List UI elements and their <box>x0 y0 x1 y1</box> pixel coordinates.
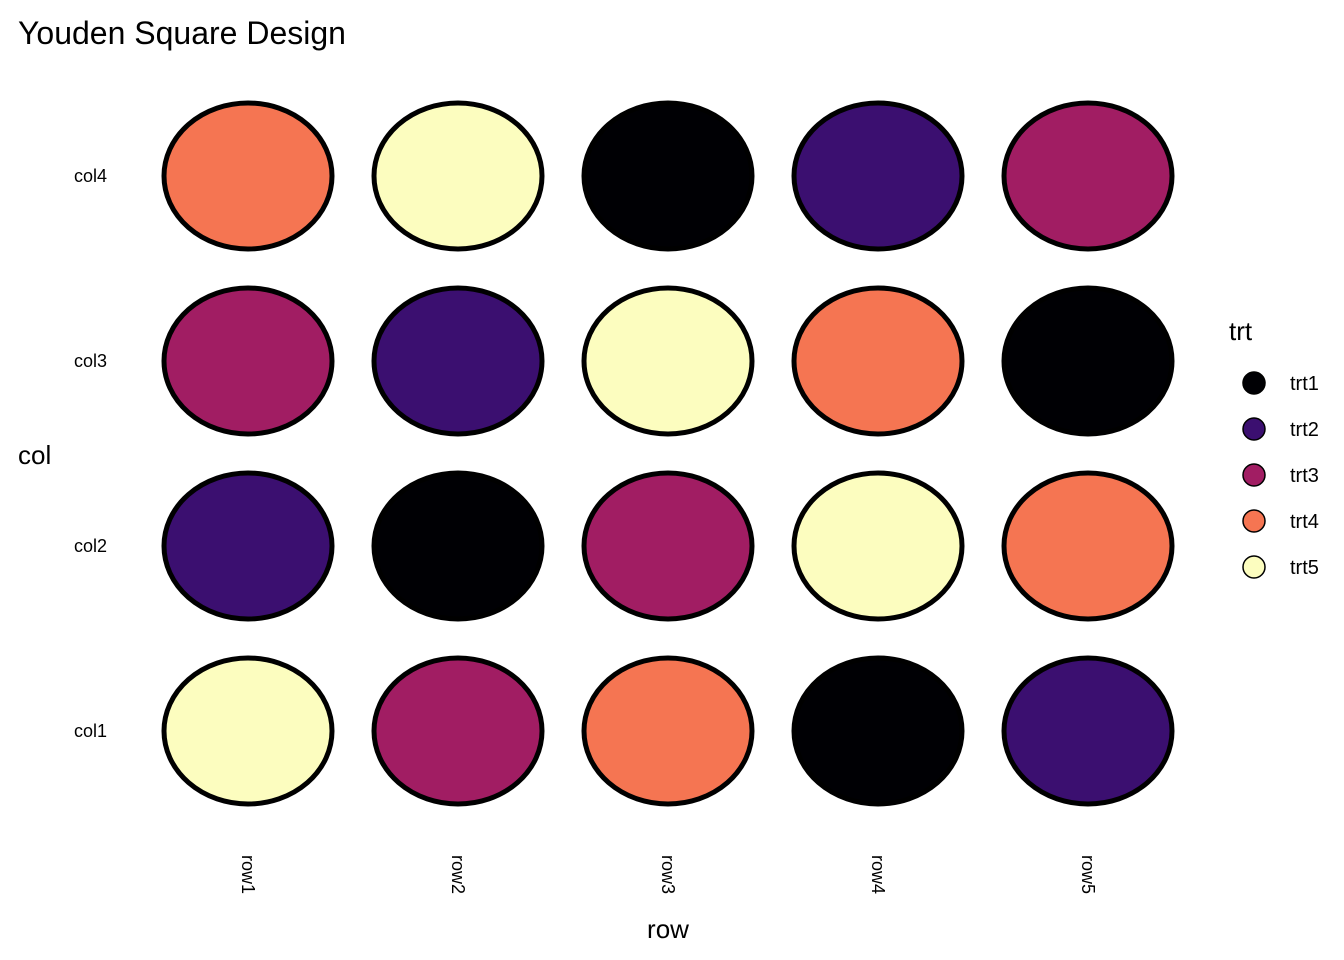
legend-label-trt5: trt5 <box>1290 557 1319 579</box>
legend-title: trt <box>1229 316 1253 346</box>
chart-title: Youden Square Design <box>18 15 346 51</box>
x-axis-ticks: row1 row2 row3 row4 row5 <box>238 855 1098 894</box>
point-row2-col3 <box>371 285 545 437</box>
point-row2-col2 <box>371 470 545 622</box>
point-row3-col3 <box>581 285 755 437</box>
point-row3-col1 <box>581 655 755 807</box>
point-row5-col1 <box>1001 655 1175 807</box>
point-row3-col4 <box>581 100 755 252</box>
point-row2-col4 <box>371 100 545 252</box>
point-row3-col2 <box>581 470 755 622</box>
points-layer <box>161 100 1175 807</box>
x-axis-title: row <box>647 914 689 944</box>
legend-label-trt2: trt2 <box>1290 419 1319 441</box>
point-row1-col1 <box>161 655 335 807</box>
legend-key-trt4 <box>1242 509 1266 533</box>
legend-key-trt1 <box>1242 371 1266 395</box>
y-tick-col2: col2 <box>74 536 107 556</box>
legend: trt trt1 trt2 trt3 trt4 trt5 <box>1229 316 1319 579</box>
point-row1-col4 <box>161 100 335 252</box>
legend-key-trt2 <box>1242 417 1266 441</box>
point-row5-col4 <box>1001 100 1175 252</box>
point-row1-col2 <box>161 470 335 622</box>
legend-entries: trt1 trt2 trt3 trt4 trt5 <box>1242 371 1319 579</box>
y-axis-ticks: col1 col2 col3 col4 <box>74 166 107 741</box>
y-tick-col4: col4 <box>74 166 107 186</box>
legend-label-trt4: trt4 <box>1290 511 1319 533</box>
point-row4-col3 <box>791 285 965 437</box>
x-tick-row3: row3 <box>658 855 678 894</box>
legend-key-trt5 <box>1242 555 1266 579</box>
point-row4-col4 <box>791 100 965 252</box>
point-row4-col1 <box>791 655 965 807</box>
point-row4-col2 <box>791 470 965 622</box>
legend-key-trt3 <box>1242 463 1266 487</box>
y-tick-col3: col3 <box>74 351 107 371</box>
point-row1-col3 <box>161 285 335 437</box>
x-tick-row1: row1 <box>238 855 258 894</box>
point-row2-col1 <box>371 655 545 807</box>
legend-label-trt3: trt3 <box>1290 465 1319 487</box>
x-tick-row5: row5 <box>1078 855 1098 894</box>
x-tick-row4: row4 <box>868 855 888 894</box>
point-row5-col3 <box>1001 285 1175 437</box>
y-axis-title: col <box>18 440 51 470</box>
y-tick-col1: col1 <box>74 721 107 741</box>
point-row5-col2 <box>1001 470 1175 622</box>
x-tick-row2: row2 <box>448 855 468 894</box>
legend-label-trt1: trt1 <box>1290 373 1319 395</box>
